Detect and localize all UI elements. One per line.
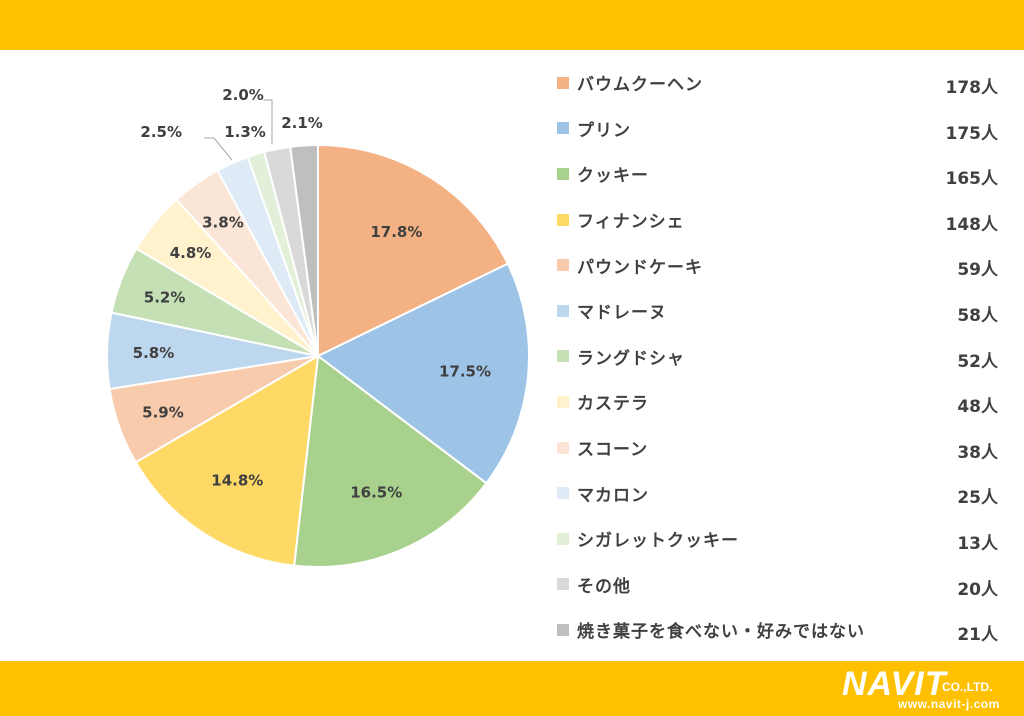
legend-count: 25人 <box>957 488 998 509</box>
legend: バウムクーヘン 178人プリン 175人クッキー 165人フィナンシェ 148人パウンド… <box>548 60 998 653</box>
legend-count: 13人 <box>957 533 998 554</box>
legend-count: 48人 <box>957 397 998 418</box>
logo-mark: NAVIT <box>842 665 947 703</box>
legend-swatch <box>557 532 569 545</box>
percent-label-13: 2.1% <box>281 114 323 132</box>
legend-label: スコーン <box>577 440 649 461</box>
percent-label-12: 2.0% <box>222 86 264 104</box>
percent-labels: 17.8% 17.5% 16.5% 14.8% 5.9% 5.8% 5.2% 4.8% 3.8%… <box>133 86 491 502</box>
percent-label-9: 3.8% <box>202 214 244 232</box>
legend-item: ラングドシャ 52人 <box>548 334 998 380</box>
legend-count: 20人 <box>957 579 998 600</box>
pie-slices <box>106 143 530 568</box>
pie-slice-4 <box>134 354 320 567</box>
legend-count: 58人 <box>957 305 998 326</box>
legend-label: マカロン <box>577 485 649 506</box>
legend-swatch <box>557 167 569 180</box>
legend-count: 52人 <box>957 351 998 372</box>
legend-count: 178人 <box>945 78 999 98</box>
percent-label-11: 1.3% <box>224 123 266 141</box>
legend-label: マドレーヌ <box>577 303 667 324</box>
percent-label-8: 4.8% <box>170 244 212 262</box>
legend-swatch <box>557 487 569 500</box>
legend-label: フィナンシェ <box>577 212 685 233</box>
legend-swatch <box>557 395 569 408</box>
legend-count: 148人 <box>945 214 999 235</box>
legend-item: パウンドケーキ 59人 <box>548 242 998 288</box>
percent-label-7: 5.2% <box>144 288 186 306</box>
legend-label: カステラ <box>577 394 649 415</box>
percent-label-10: 2.5% <box>140 123 182 141</box>
legend-swatch <box>557 259 569 272</box>
legend-item: カステラ 48人 <box>548 379 998 425</box>
legend-label: シガレットクッキー <box>577 531 739 552</box>
pie-chart: 17.8% 17.5% 16.5% 14.8% 5.9% 5.8% 5.2% 4.8% 3.8%… <box>106 86 530 568</box>
percent-label-6: 5.8% <box>133 344 175 362</box>
logo-url: www.navit-j.com <box>898 697 1000 711</box>
pie-slice-3 <box>293 354 488 568</box>
legend-swatch <box>557 578 569 591</box>
legend-label: バウムクーヘン <box>577 75 703 96</box>
bottom-banner <box>0 661 1024 716</box>
legend-item: マドレーヌ 58人 <box>548 288 998 334</box>
legend-item: その他 20人 <box>548 562 998 608</box>
legend-item: シガレットクッキー 13人 <box>548 516 998 562</box>
legend-swatch <box>557 441 569 454</box>
legend-item: 焼き菓子を食べない・好みではない 21人 <box>548 607 998 653</box>
legend-label: プリン <box>577 120 631 141</box>
legend-swatch <box>557 623 569 636</box>
legend-item: クッキー 165人 <box>548 151 998 197</box>
logo-suffix: CO.,LTD. <box>942 680 993 694</box>
legend-count: 38人 <box>957 442 998 463</box>
legend-label: パウンドケーキ <box>577 257 703 278</box>
legend-count: 59人 <box>957 260 998 281</box>
legend-count: 175人 <box>945 123 999 144</box>
legend-swatch <box>557 304 569 317</box>
leader-line-12 <box>264 99 273 144</box>
percent-label-5: 5.9% <box>142 403 184 421</box>
legend-count: 21人 <box>957 625 998 646</box>
legend-count: 165人 <box>945 169 999 190</box>
percent-label-1: 17.8% <box>370 223 422 241</box>
legend-item: スコーン 38人 <box>548 425 998 471</box>
percent-label-4: 14.8% <box>211 472 263 490</box>
legend-swatch <box>557 76 569 89</box>
legend-label: その他 <box>577 576 631 597</box>
legend-swatch <box>557 350 569 363</box>
legend-label: 焼き菓子を食べない・好みではない <box>577 622 865 643</box>
percent-label-2: 17.5% <box>439 362 491 380</box>
legend-label: ラングドシャ <box>577 348 685 369</box>
leader-line-10 <box>204 137 233 161</box>
legend-swatch <box>557 213 569 226</box>
pie-slice-1 <box>317 143 510 358</box>
pie-slice-2 <box>316 262 530 485</box>
pie-slice-13 <box>289 143 319 357</box>
legend-item: フィナンシェ 148人 <box>548 197 998 243</box>
legend-item: マカロン 25人 <box>548 470 998 516</box>
leader-lines <box>204 99 273 161</box>
navit-logo: NAVIT CO.,LTD. www.navit-j.com <box>842 666 1014 712</box>
percent-label-3: 16.5% <box>350 484 402 502</box>
top-banner <box>0 0 1024 50</box>
legend-item: プリン 175人 <box>548 106 998 152</box>
legend-label: クッキー <box>577 166 649 187</box>
legend-swatch <box>557 122 569 135</box>
legend-item: バウムクーヘン 178人 <box>548 60 998 106</box>
